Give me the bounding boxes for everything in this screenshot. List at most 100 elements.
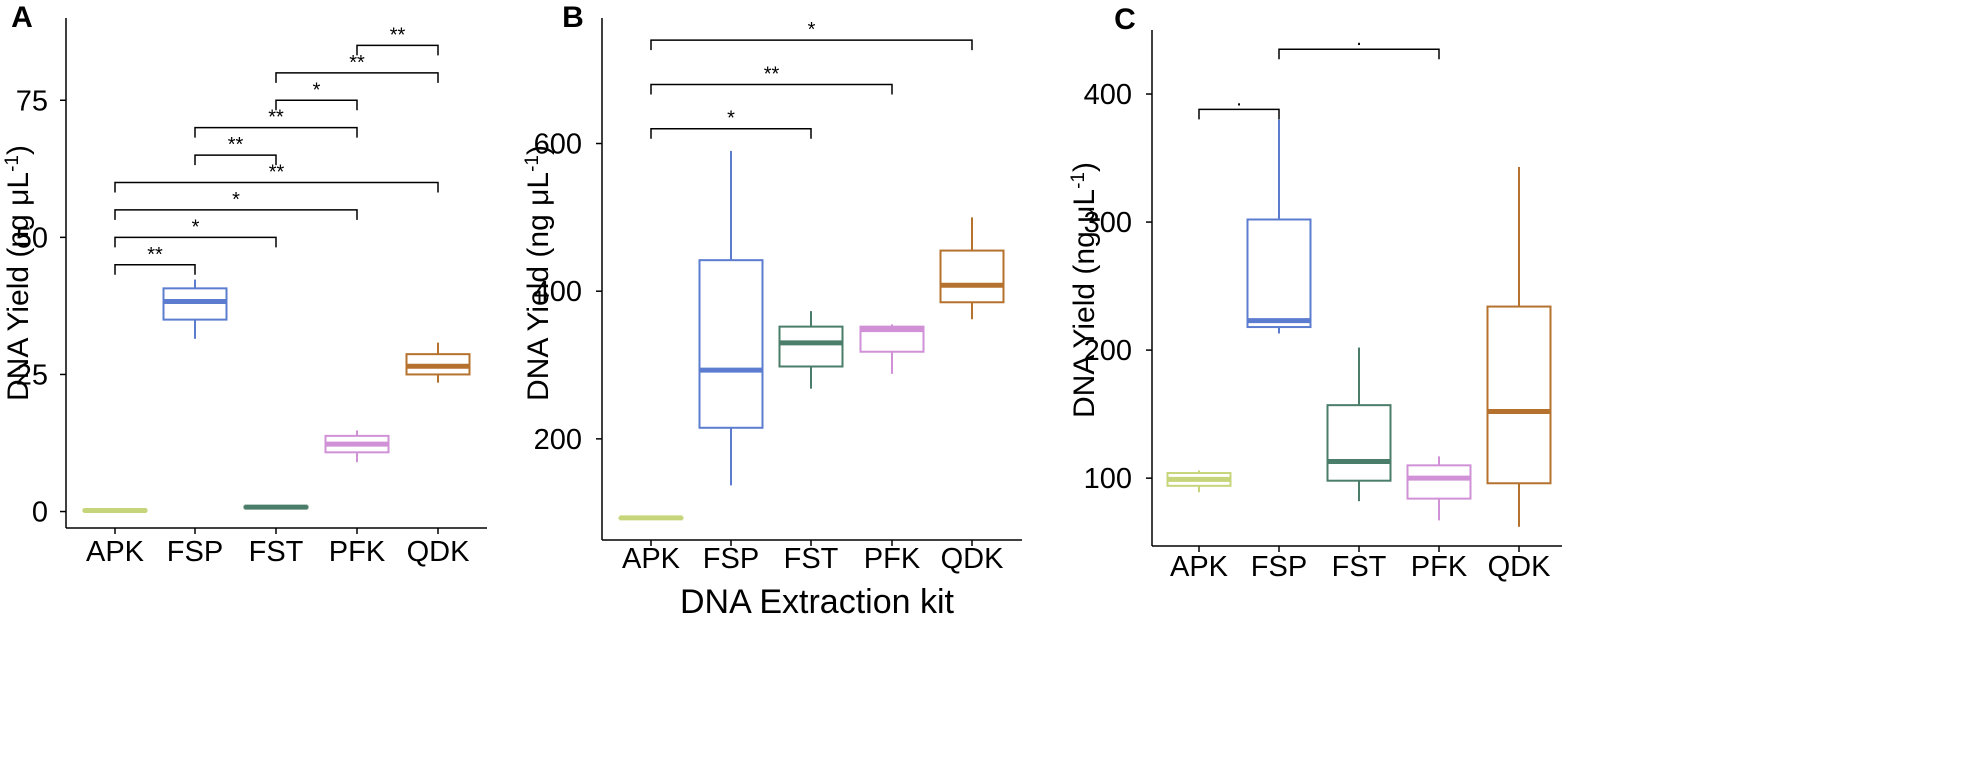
y-tick-label: 100: [1084, 463, 1132, 495]
box-pfk: [859, 324, 925, 374]
box-fsp: [698, 150, 764, 486]
bracket-line: [114, 209, 358, 220]
panel-letter: B: [562, 1, 584, 34]
x-tick-label-fsp: FSP: [1251, 551, 1307, 583]
significance-bracket: .: [1278, 28, 1440, 60]
significance-label: *: [727, 108, 735, 130]
panel-c: C 100 200 300 400 DNA Yield (ng μL-1) APK FSP FS…: [1068, 3, 1562, 583]
box-qdk: [939, 217, 1005, 320]
box-iqr: [859, 325, 925, 353]
y-axis-title: DNA Yield (ng μL-1): [1068, 162, 1102, 418]
y-tick-label: 0: [32, 497, 48, 529]
significance-bracket: **: [194, 134, 277, 166]
x-tick-label-apk: APK: [622, 543, 681, 575]
x-tick-label-fsp: FSP: [703, 543, 759, 575]
y-axis-title-main: DNA Yield (ng μL: [1068, 189, 1101, 418]
y-axis-title-main: DNA Yield (ng μL: [522, 172, 555, 401]
bracket-line: [194, 126, 358, 138]
y-axis-title-main: DNA Yield (ng μL: [2, 172, 35, 401]
box-iqr: [1246, 218, 1312, 329]
box-iqr: [1326, 404, 1392, 482]
x-tick-label-pfk: PFK: [329, 536, 386, 568]
significance-bracket: .: [1198, 88, 1280, 120]
box-iqr: [1406, 464, 1472, 500]
box-fst: [1326, 347, 1392, 502]
panel-letter: A: [11, 1, 33, 34]
bracket-line: [356, 44, 439, 56]
y-tick-label: 25: [16, 359, 48, 391]
y-axis-title-sup: -1: [2, 155, 23, 172]
y-tick-label: 600: [534, 129, 582, 161]
y-tick-label: 400: [534, 276, 582, 308]
significance-bracket: *: [114, 216, 277, 248]
box-fsp: [162, 279, 228, 339]
box-iqr: [1486, 305, 1552, 485]
bracket-line: [114, 264, 196, 275]
box-iqr: [778, 325, 844, 368]
box-apk: [1166, 470, 1232, 493]
box-pfk: [1406, 456, 1472, 521]
box-iqr: [698, 259, 764, 429]
x-axis-title: DNA Extraction kit: [680, 583, 955, 621]
x-tick-label-pfk: PFK: [1411, 551, 1468, 583]
bracket-line: [275, 99, 358, 111]
y-axis-title-close: ): [2, 145, 35, 155]
bracket-line: [194, 154, 277, 166]
bracket-line: [650, 128, 812, 139]
x-tick-label-qdk: QDK: [1488, 551, 1552, 583]
significance-label: **: [349, 52, 365, 74]
significance-label: .: [1356, 28, 1362, 50]
bracket-line: [650, 83, 893, 95]
box-fsp: [1246, 119, 1312, 334]
box-apk: [82, 507, 148, 513]
x-tick-label-fsp: FSP: [167, 536, 223, 568]
significance-label: **: [268, 107, 284, 129]
significance-label: **: [390, 24, 406, 46]
significance-bracket: **: [650, 63, 893, 95]
y-tick-label: 75: [16, 85, 48, 117]
box-pfk: [324, 430, 390, 463]
significance-bracket: **: [114, 244, 196, 275]
significance-bracket: *: [275, 79, 358, 111]
significance-label: **: [764, 63, 780, 85]
y-tick-label: 200: [1084, 335, 1132, 367]
significance-label: *: [192, 216, 200, 238]
bracket-line: [1278, 48, 1440, 60]
significance-bracket: *: [650, 19, 973, 51]
box-iqr: [939, 249, 1005, 304]
box-qdk: [1486, 167, 1552, 527]
x-tick-label-pfk: PFK: [864, 543, 921, 575]
significance-label: *: [232, 189, 240, 211]
box-qdk: [405, 342, 471, 383]
y-axis-title-sup: -1: [522, 155, 543, 172]
x-tick-label-qdk: QDK: [941, 543, 1005, 575]
y-axis-title-close: ): [1068, 162, 1101, 172]
significance-label: **: [228, 134, 244, 156]
y-axis-title-sup: -1: [1068, 172, 1089, 189]
y-tick-label: 400: [1084, 79, 1132, 111]
significance-bracket: **: [194, 107, 358, 138]
x-tick-label-fst: FST: [1332, 551, 1387, 583]
x-tick-label-fst: FST: [784, 543, 839, 575]
y-tick-label: 300: [1084, 207, 1132, 239]
x-tick-label-apk: APK: [86, 536, 145, 568]
box-fst: [778, 311, 844, 389]
significance-bracket: *: [114, 189, 358, 220]
bracket-line: [114, 181, 439, 193]
y-axis-title: DNA Yield (ng μL-1): [522, 145, 556, 401]
significance-label: .: [1236, 88, 1242, 110]
significance-label: **: [147, 244, 163, 266]
significance-label: *: [808, 19, 816, 41]
bracket-line: [1198, 108, 1280, 120]
box-fst: [243, 504, 309, 510]
box-apk: [618, 515, 684, 521]
significance-bracket: **: [275, 52, 439, 83]
y-axis-title: DNA Yield (ng μL-1): [2, 145, 36, 401]
x-tick-label-apk: APK: [1170, 551, 1229, 583]
bracket-line: [650, 39, 973, 51]
bracket-line: [275, 72, 439, 83]
significance-label: **: [269, 162, 285, 184]
significance-bracket: **: [356, 24, 439, 56]
panel-letter: C: [1114, 3, 1136, 36]
